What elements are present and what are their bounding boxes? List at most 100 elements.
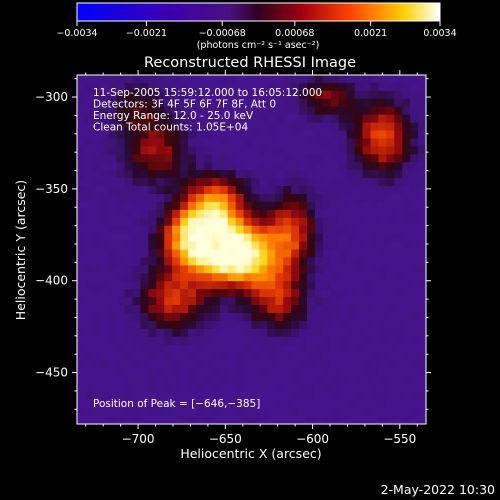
heatmap-cell (346, 328, 356, 338)
heatmap-cell (283, 193, 292, 203)
heatmap-cell (77, 360, 86, 370)
heatmap-cell (378, 297, 387, 306)
heatmap-cell (410, 154, 419, 163)
heatmap-cell (211, 368, 221, 378)
heatmap-cell (283, 201, 292, 211)
heatmap-cell (354, 305, 364, 314)
heatmap-cell (243, 82, 253, 92)
heatmap-cell (259, 352, 268, 362)
heatmap-cell (211, 352, 221, 362)
heatmap-cell (227, 138, 237, 147)
heatmap-cell (243, 138, 253, 147)
heatmap-cell (235, 360, 245, 370)
heatmap-cell (140, 114, 149, 124)
heatmap-cell (195, 392, 205, 401)
heatmap-cell (164, 201, 173, 211)
heatmap-cell (188, 193, 197, 203)
heatmap-cell (346, 336, 356, 346)
heatmap-cell (283, 352, 292, 362)
heatmap-cell (370, 170, 380, 179)
heatmap-cell (124, 281, 134, 290)
heatmap-cell (227, 209, 237, 219)
heatmap-cell (219, 90, 229, 100)
heatmap-cell (394, 376, 403, 385)
heatmap-cell (84, 249, 94, 259)
heatmap-cell (227, 344, 237, 354)
heatmap-cell (402, 138, 411, 147)
heatmap-cell (164, 416, 173, 424)
heatmap-cell (291, 186, 300, 195)
heatmap-cell (330, 82, 340, 92)
heatmap-cell (116, 352, 126, 362)
heatmap-cell (346, 273, 356, 282)
heatmap-cell (219, 146, 229, 155)
heatmap-cell (251, 336, 261, 346)
heatmap-cell (100, 376, 110, 385)
heatmap-cell (338, 400, 348, 409)
heatmap-cell (77, 233, 86, 243)
heatmap-cell (243, 416, 253, 424)
heatmap-cell (92, 130, 102, 140)
heatmap-cell (283, 249, 292, 259)
heatmap-cell (77, 352, 86, 362)
heatmap-cell (195, 312, 205, 322)
heatmap-cell (322, 344, 332, 354)
heatmap-cell (77, 154, 86, 163)
heatmap-cell (195, 217, 205, 227)
heatmap-cell (164, 368, 173, 378)
heatmap-cell (402, 193, 411, 203)
heatmap-cell (330, 352, 340, 362)
heatmap-cell (243, 344, 253, 354)
heatmap-cell (92, 209, 102, 219)
heatmap-cell (211, 328, 221, 338)
heatmap-cell (418, 225, 426, 235)
heatmap-cell (140, 416, 149, 424)
heatmap-cell (180, 146, 189, 155)
heatmap-cell (100, 344, 110, 354)
heatmap-cell (195, 336, 205, 346)
heatmap-cell (235, 146, 245, 155)
heatmap-cell (354, 360, 364, 370)
heatmap-cell (418, 114, 426, 124)
heatmap-cell (283, 336, 292, 346)
heatmap-cell (148, 241, 157, 251)
heatmap-cell (132, 265, 142, 274)
heatmap-cell (140, 384, 149, 393)
heatmap-cell (219, 122, 229, 132)
heatmap-cell (211, 360, 221, 370)
heatmap-cell (211, 273, 221, 282)
heatmap-cell (410, 281, 419, 290)
heatmap-cell (124, 106, 134, 116)
heatmap-cell (275, 312, 284, 322)
heatmap-cell (394, 360, 403, 370)
heatmap-cell (307, 257, 316, 266)
heatmap-cell (172, 82, 181, 92)
heatmap-cell (275, 416, 284, 424)
heatmap-cell (283, 312, 292, 322)
heatmap-cell (243, 178, 253, 187)
heatmap-cell (386, 82, 395, 92)
heatmap-cell (314, 289, 324, 298)
heatmap-cell (354, 328, 364, 338)
heatmap-cell (307, 186, 316, 195)
heatmap-cell (378, 193, 387, 203)
heatmap-cell (338, 344, 348, 354)
heatmap-cell (180, 368, 189, 378)
heatmap-cell (116, 82, 126, 92)
heatmap-cell (124, 297, 134, 306)
heatmap-cell (124, 193, 134, 203)
heatmap-cell (346, 146, 356, 155)
heatmap-cell (307, 305, 316, 314)
heatmap-cell (251, 98, 261, 108)
heatmap-cell (370, 408, 380, 417)
heatmap-cell (77, 297, 86, 306)
heatmap-cell (84, 122, 94, 132)
heatmap-cell (180, 257, 189, 266)
heatmap-cell (164, 336, 173, 346)
heatmap-cell (203, 273, 213, 282)
heatmap-cell (156, 170, 165, 179)
heatmap-cell (386, 368, 395, 378)
heatmap-cell (291, 225, 300, 235)
heatmap-cell (275, 281, 284, 290)
heatmap-cell (275, 178, 284, 187)
